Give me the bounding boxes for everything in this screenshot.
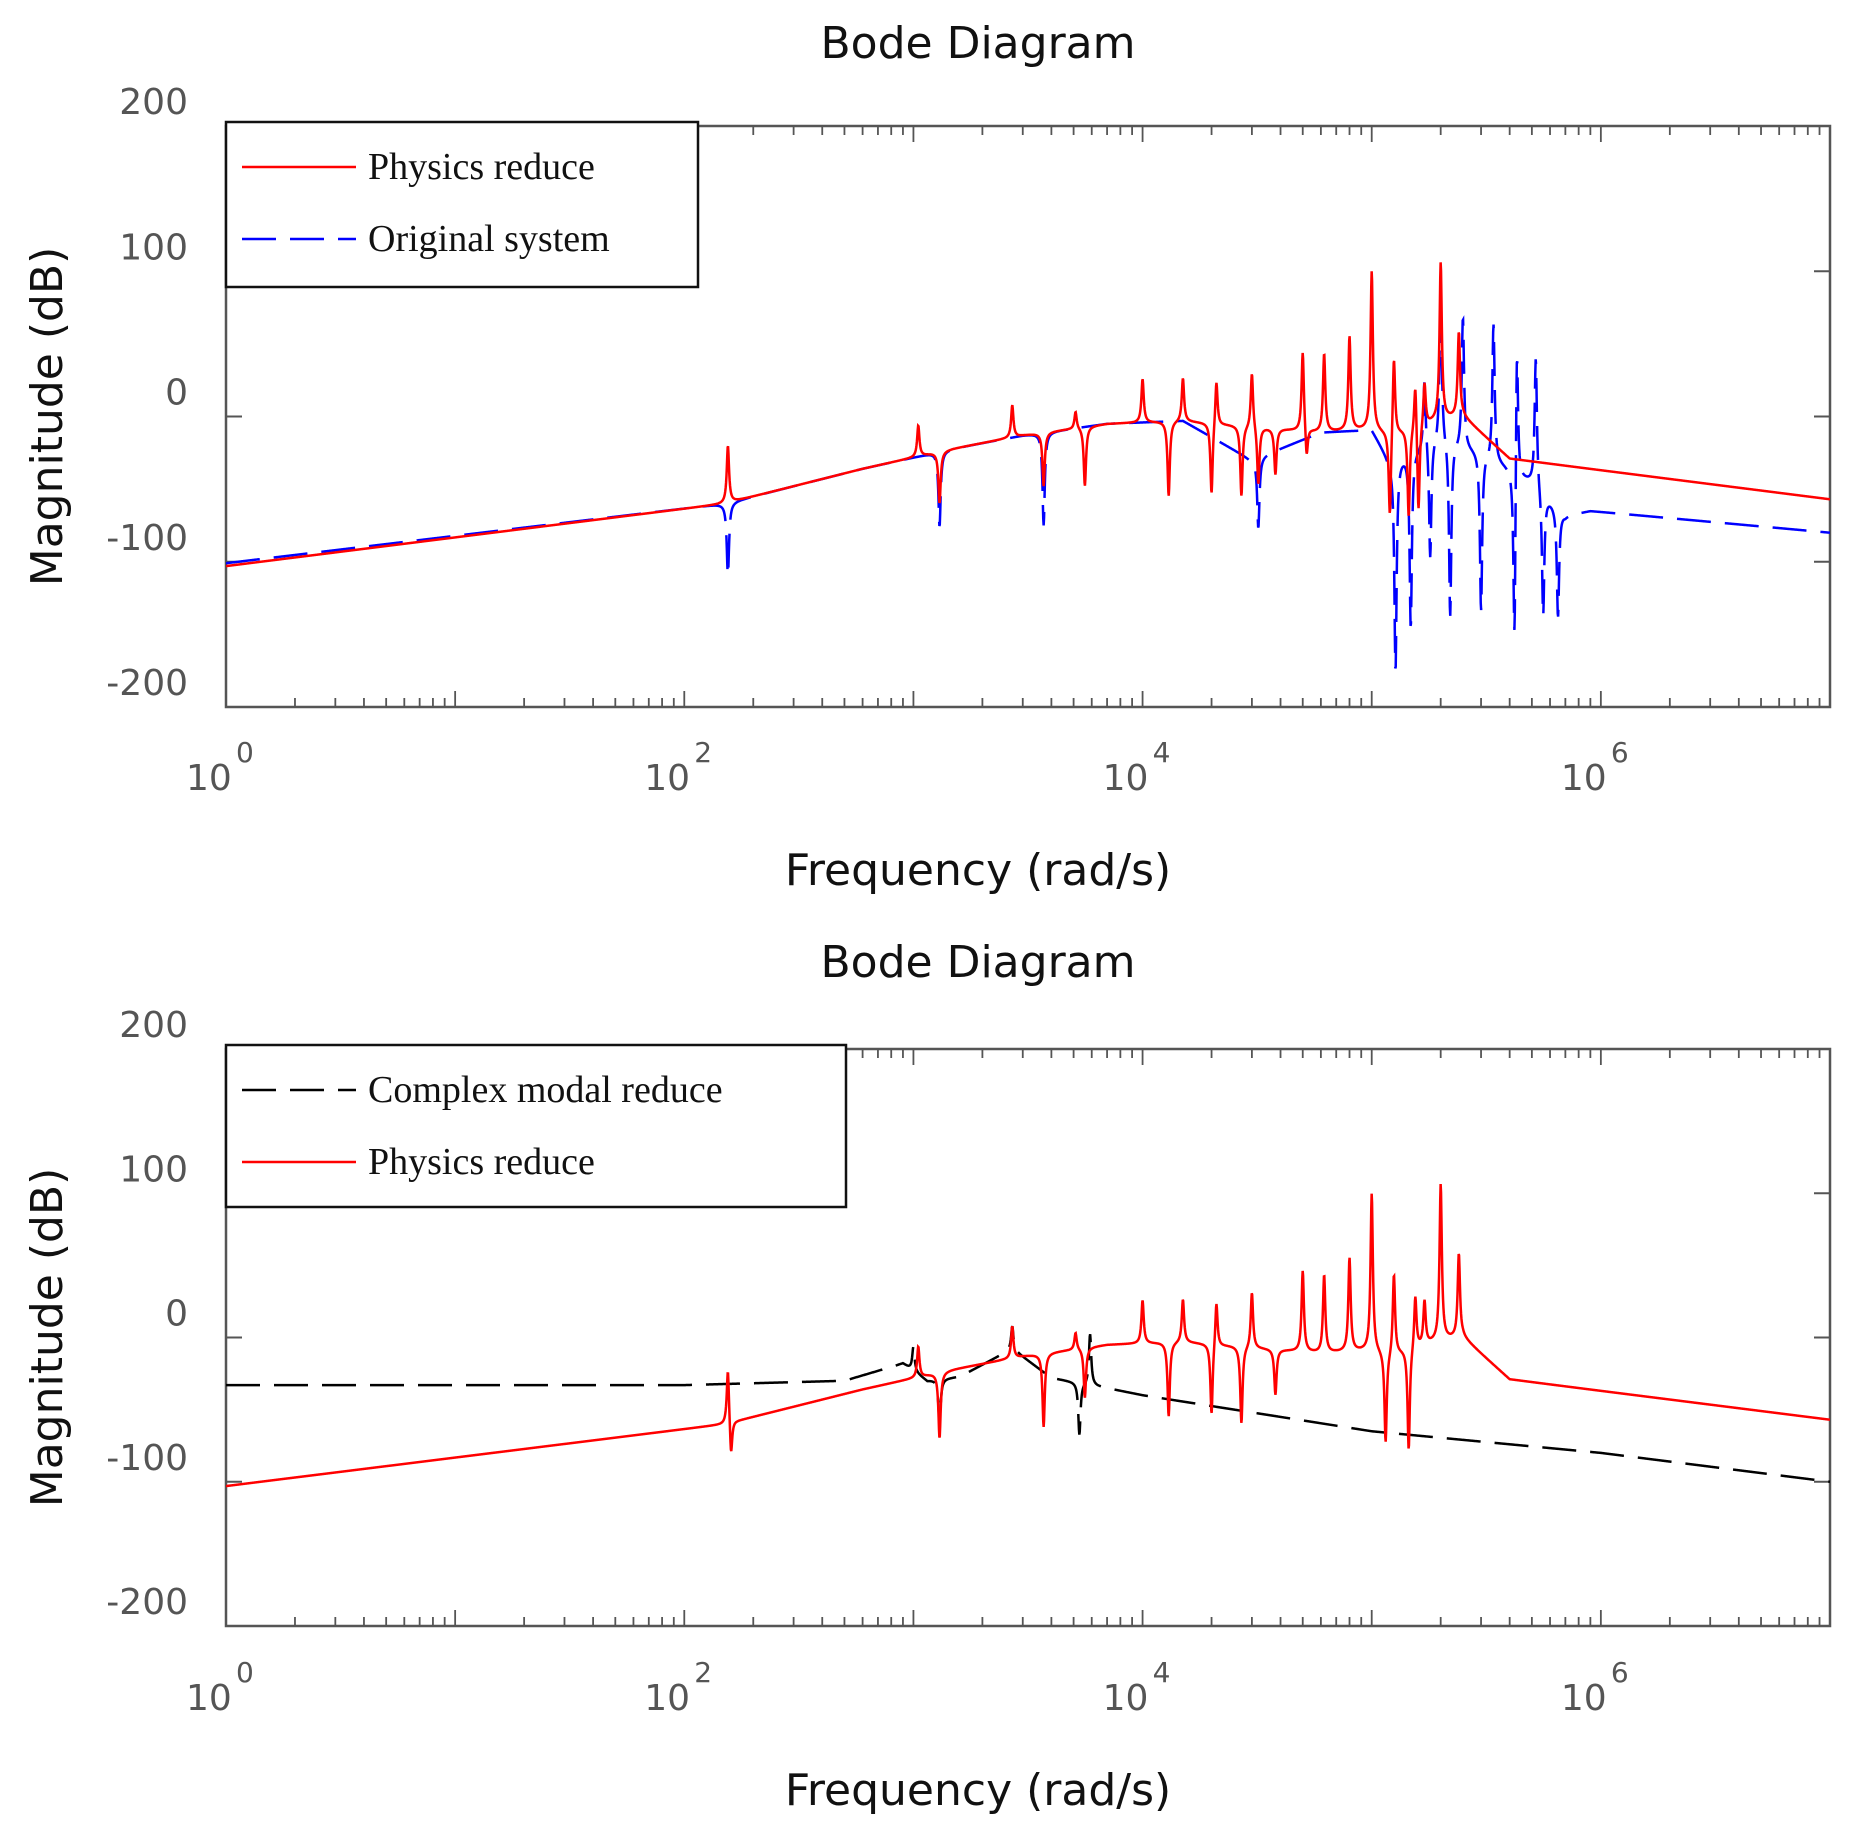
legend-label: Physics reduce [368, 1141, 595, 1183]
x-axis-label: Frequency (rad/s) [785, 845, 1171, 896]
x-tick-label: 10 [1561, 758, 1607, 799]
x-tick-label: 10 [186, 1678, 232, 1719]
legend-box [224, 120, 700, 289]
x-tick-label: 10 [644, 1678, 690, 1719]
x-axis-label: Frequency (rad/s) [785, 1765, 1171, 1816]
y-tick-label: 0 [165, 373, 188, 414]
y-tick-label: -100 [106, 518, 188, 559]
series-line-complex-modal-reduce [226, 1325, 1830, 1483]
y-tick-label: 0 [165, 1294, 188, 1335]
y-tick-label: 100 [119, 1149, 188, 1190]
x-tick-exponent: 0 [236, 1656, 254, 1689]
legend-label: Physics reduce [368, 146, 595, 188]
y-tick-label: -100 [106, 1438, 188, 1479]
legend-label: Complex modal reduce [368, 1069, 723, 1111]
legend-label: Original system [368, 218, 610, 260]
series-line-original-system [226, 298, 1830, 669]
legend-box [224, 1043, 848, 1209]
chart-title: Bode Diagram [820, 937, 1135, 988]
y-axis-label: Magnitude (dB) [22, 1168, 73, 1508]
y-tick-label: -200 [106, 1582, 188, 1623]
x-tick-exponent: 4 [1153, 736, 1171, 769]
x-tick-label: 10 [186, 758, 232, 799]
series-line-physics-reduce [226, 262, 1830, 568]
y-tick-label: -200 [106, 663, 188, 704]
x-tick-label: 10 [1561, 1678, 1607, 1719]
series-line-physics-reduce [226, 1184, 1830, 1488]
x-tick-exponent: 6 [1611, 1656, 1629, 1689]
x-tick-exponent: 4 [1153, 1656, 1171, 1689]
bode-panel-bottom: Bode Diagram2001000-100-200100102104106F… [22, 937, 1832, 1816]
x-tick-exponent: 2 [694, 736, 712, 769]
bode-panel-top: Bode Diagram2001000-100-200100102104106F… [22, 18, 1832, 896]
x-tick-exponent: 6 [1611, 736, 1629, 769]
x-tick-exponent: 0 [236, 736, 254, 769]
chart-title: Bode Diagram [820, 18, 1135, 69]
x-tick-label: 10 [644, 758, 690, 799]
y-tick-label: 200 [119, 1005, 188, 1046]
y-tick-label: 100 [119, 227, 188, 268]
x-tick-exponent: 2 [694, 1656, 712, 1689]
y-tick-label: 200 [119, 82, 188, 123]
y-axis-label: Magnitude (dB) [22, 247, 73, 587]
x-tick-label: 10 [1103, 1678, 1149, 1719]
x-tick-label: 10 [1103, 758, 1149, 799]
